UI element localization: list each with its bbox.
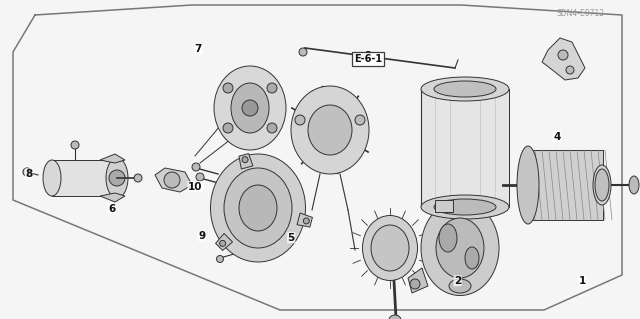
Circle shape	[558, 50, 568, 60]
Text: 1: 1	[579, 276, 586, 286]
Circle shape	[355, 115, 365, 125]
Ellipse shape	[434, 81, 496, 97]
Ellipse shape	[224, 168, 292, 248]
Bar	[52, 160, 117, 196]
Text: 5: 5	[287, 233, 295, 243]
Circle shape	[242, 100, 258, 116]
Text: E-6-1: E-6-1	[354, 54, 382, 64]
Polygon shape	[408, 268, 428, 293]
Circle shape	[223, 83, 233, 93]
Bar	[435, 200, 453, 212]
Polygon shape	[542, 38, 585, 80]
Polygon shape	[100, 193, 125, 202]
Circle shape	[164, 172, 180, 188]
Text: 7: 7	[195, 44, 202, 55]
Circle shape	[109, 170, 125, 186]
Ellipse shape	[239, 185, 277, 231]
Ellipse shape	[421, 77, 509, 101]
Ellipse shape	[421, 195, 509, 219]
Polygon shape	[297, 213, 312, 227]
Text: 3: 3	[364, 51, 372, 61]
Circle shape	[216, 256, 223, 263]
Ellipse shape	[593, 165, 611, 205]
Circle shape	[267, 83, 277, 93]
Ellipse shape	[465, 247, 479, 269]
Circle shape	[303, 218, 309, 224]
Circle shape	[192, 163, 200, 171]
Circle shape	[220, 240, 226, 246]
Bar	[528, 150, 603, 220]
Circle shape	[23, 168, 31, 176]
Ellipse shape	[434, 199, 496, 215]
Ellipse shape	[371, 225, 409, 271]
Circle shape	[267, 123, 277, 133]
Text: 6: 6	[108, 204, 116, 214]
Polygon shape	[239, 153, 253, 169]
Polygon shape	[216, 234, 232, 250]
Circle shape	[71, 141, 79, 149]
Bar	[421, 89, 509, 207]
Text: 2: 2	[454, 276, 461, 286]
Ellipse shape	[362, 216, 417, 280]
Polygon shape	[100, 154, 125, 163]
Ellipse shape	[439, 224, 457, 252]
Ellipse shape	[308, 105, 352, 155]
Text: 10: 10	[188, 182, 202, 192]
Ellipse shape	[211, 154, 305, 262]
Ellipse shape	[595, 169, 609, 201]
Circle shape	[223, 123, 233, 133]
Circle shape	[196, 173, 204, 181]
Ellipse shape	[629, 176, 639, 194]
Ellipse shape	[517, 146, 539, 224]
Ellipse shape	[421, 201, 499, 295]
Text: 9: 9	[198, 231, 205, 241]
Ellipse shape	[291, 86, 369, 174]
Circle shape	[242, 157, 248, 163]
Circle shape	[299, 48, 307, 56]
Ellipse shape	[389, 315, 401, 319]
Ellipse shape	[449, 279, 471, 293]
Circle shape	[410, 279, 420, 289]
Polygon shape	[155, 168, 192, 192]
Text: SDN4-E0712: SDN4-E0712	[557, 9, 605, 18]
Ellipse shape	[43, 160, 61, 196]
Circle shape	[134, 174, 142, 182]
Ellipse shape	[106, 158, 128, 198]
Ellipse shape	[214, 66, 286, 150]
Circle shape	[566, 66, 574, 74]
Text: 4: 4	[553, 132, 561, 142]
Text: 8: 8	[25, 169, 33, 179]
Ellipse shape	[231, 83, 269, 133]
Circle shape	[295, 115, 305, 125]
Ellipse shape	[436, 218, 484, 278]
